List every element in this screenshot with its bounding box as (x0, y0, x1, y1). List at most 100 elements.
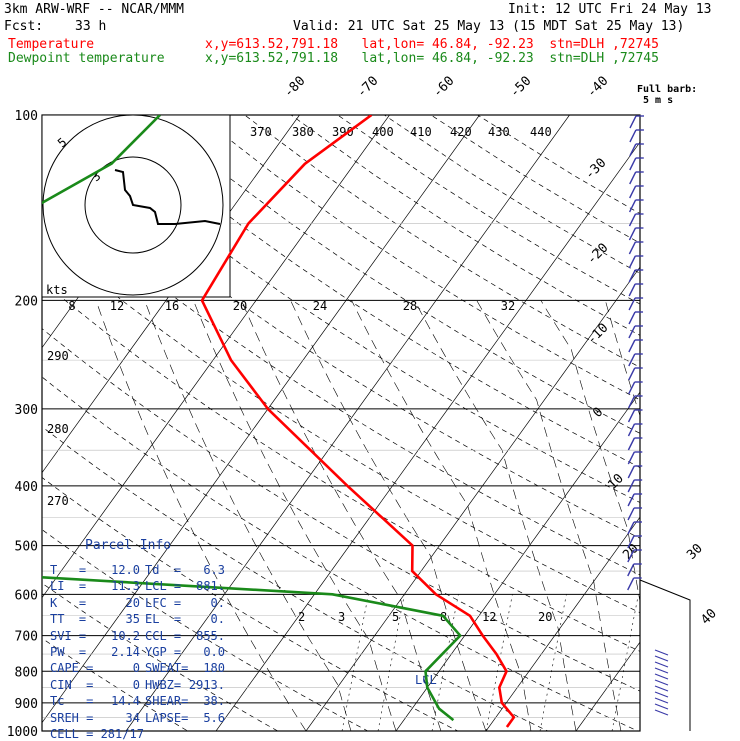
parcel-value: 11.3 (90, 579, 140, 593)
speed-axis-label: 16 (165, 299, 179, 313)
parcel-value: 0 (90, 678, 140, 692)
wind-barb (629, 228, 635, 240)
parcel-label: TT = (50, 612, 86, 626)
parcel-value: 35 (90, 612, 140, 626)
isotherm-line (567, 115, 740, 740)
isotherm-top-label: -80 (281, 74, 308, 101)
mixing-ratio-label: 12 (482, 610, 496, 624)
parcel-value: 6.3 (175, 563, 225, 577)
pressure-label: 600 (15, 588, 38, 603)
pressure-label: 1000 (7, 725, 38, 740)
parcel-value: 38. (175, 694, 225, 708)
isotherm-line (477, 115, 740, 740)
isotherm-line (657, 115, 740, 740)
wind-barb-low (655, 710, 668, 715)
wind-barb (630, 214, 636, 226)
wind-barb (628, 424, 634, 436)
theta-e-label: 420 (450, 125, 472, 139)
moist-adiabat-line (415, 300, 576, 731)
parcel-value: 14.4 (90, 694, 140, 708)
isotherm-line (297, 115, 740, 740)
parcel-value: 5.6 (175, 711, 225, 725)
parcel-value: 10.2 (90, 629, 140, 643)
parcel-label: LI = (50, 579, 86, 593)
wind-barb (628, 466, 634, 478)
moist-adiabat-line (541, 300, 666, 731)
dry-adiabat-line (245, 115, 740, 740)
dry-adiabat-line (478, 115, 740, 740)
pressure-label: 900 (15, 697, 38, 712)
isotherm-right-label: 20 (620, 541, 642, 563)
dry-adiabat-line (384, 115, 740, 740)
isotherm-top-label: -70 (354, 74, 381, 101)
wind-barb-low (655, 680, 668, 685)
speed-axis-label: 12 (110, 299, 124, 313)
parcel-value: 20 (90, 596, 140, 610)
parcel-value: 881. (175, 579, 225, 593)
wind-barb (629, 284, 635, 296)
pressure-label: 200 (15, 294, 38, 309)
hodograph-units-label: kts (46, 283, 68, 297)
wind-barb (630, 186, 636, 198)
parcel-cell-row: CELL = 281/17 (50, 727, 144, 741)
parcel-label: PW = (50, 645, 86, 659)
wind-barb (628, 578, 634, 590)
isotherm-top-label: -40 (584, 74, 611, 101)
speed-axis-label: 28 (403, 299, 417, 313)
isotherm-line (0, 115, 30, 740)
isotherm-top-label: -60 (430, 74, 457, 101)
parcel-value: 180 (175, 661, 225, 675)
isotherm-top-label: -50 (507, 74, 534, 101)
mixing-ratio-label: 2 (298, 610, 305, 624)
parcel-info-title: Parcel Info (85, 538, 171, 553)
parcel-value: 855. (175, 629, 225, 643)
theta-e-label: 410 (410, 125, 432, 139)
parcel-label: K = (50, 596, 86, 610)
speed-axis-label: 24 (313, 299, 327, 313)
full-barb-legend: Full barb: (637, 84, 697, 95)
theta-label: 290 (47, 349, 69, 363)
dry-adiabat-line (338, 115, 740, 740)
wind-barb-low (655, 674, 668, 679)
pressure-label: 300 (15, 403, 38, 418)
wind-barb-low (655, 656, 668, 661)
isotherm-right-label: 0 (590, 405, 606, 421)
wind-barb (629, 242, 635, 254)
dry-adiabat-line (291, 115, 740, 740)
theta-label: 280 (47, 422, 69, 436)
parcel-label: CIN = (50, 678, 93, 692)
parcel-label: SREH = (50, 711, 93, 725)
parcel-label: Tc = (50, 694, 93, 708)
isotherm-right-label: 10 (605, 471, 627, 493)
isotherm-right-label: -10 (584, 321, 611, 348)
pressure-label: 500 (15, 540, 38, 555)
moist-adiabat-line (241, 300, 441, 731)
wind-barb-low (655, 704, 668, 709)
wind-barb (628, 522, 634, 534)
wind-barb (630, 116, 636, 128)
parcel-label: T = (50, 563, 86, 577)
dry-adiabat-line (198, 115, 740, 740)
cell-value: 281/17 (93, 727, 144, 741)
parcel-value: 0. (175, 612, 225, 626)
full-barb-value: 5 m s (643, 95, 673, 106)
isotherm-line (387, 115, 740, 740)
parcel-label: CAPE = (50, 661, 93, 675)
parcel-value: 12.0 (90, 563, 140, 577)
moist-adiabat-line (291, 300, 486, 731)
pressure-label: 100 (15, 109, 38, 124)
wind-barb-low (655, 662, 668, 667)
wind-barb (629, 410, 635, 422)
pressure-label: 800 (15, 665, 38, 680)
isotherm-right-label: 30 (684, 541, 706, 563)
speed-axis-label: 20 (233, 299, 247, 313)
parcel-value: 2913. (175, 678, 225, 692)
